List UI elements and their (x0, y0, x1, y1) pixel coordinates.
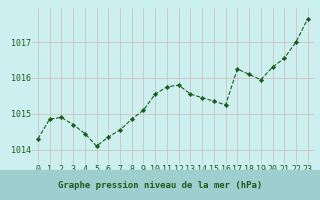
Text: Graphe pression niveau de la mer (hPa): Graphe pression niveau de la mer (hPa) (58, 180, 262, 190)
